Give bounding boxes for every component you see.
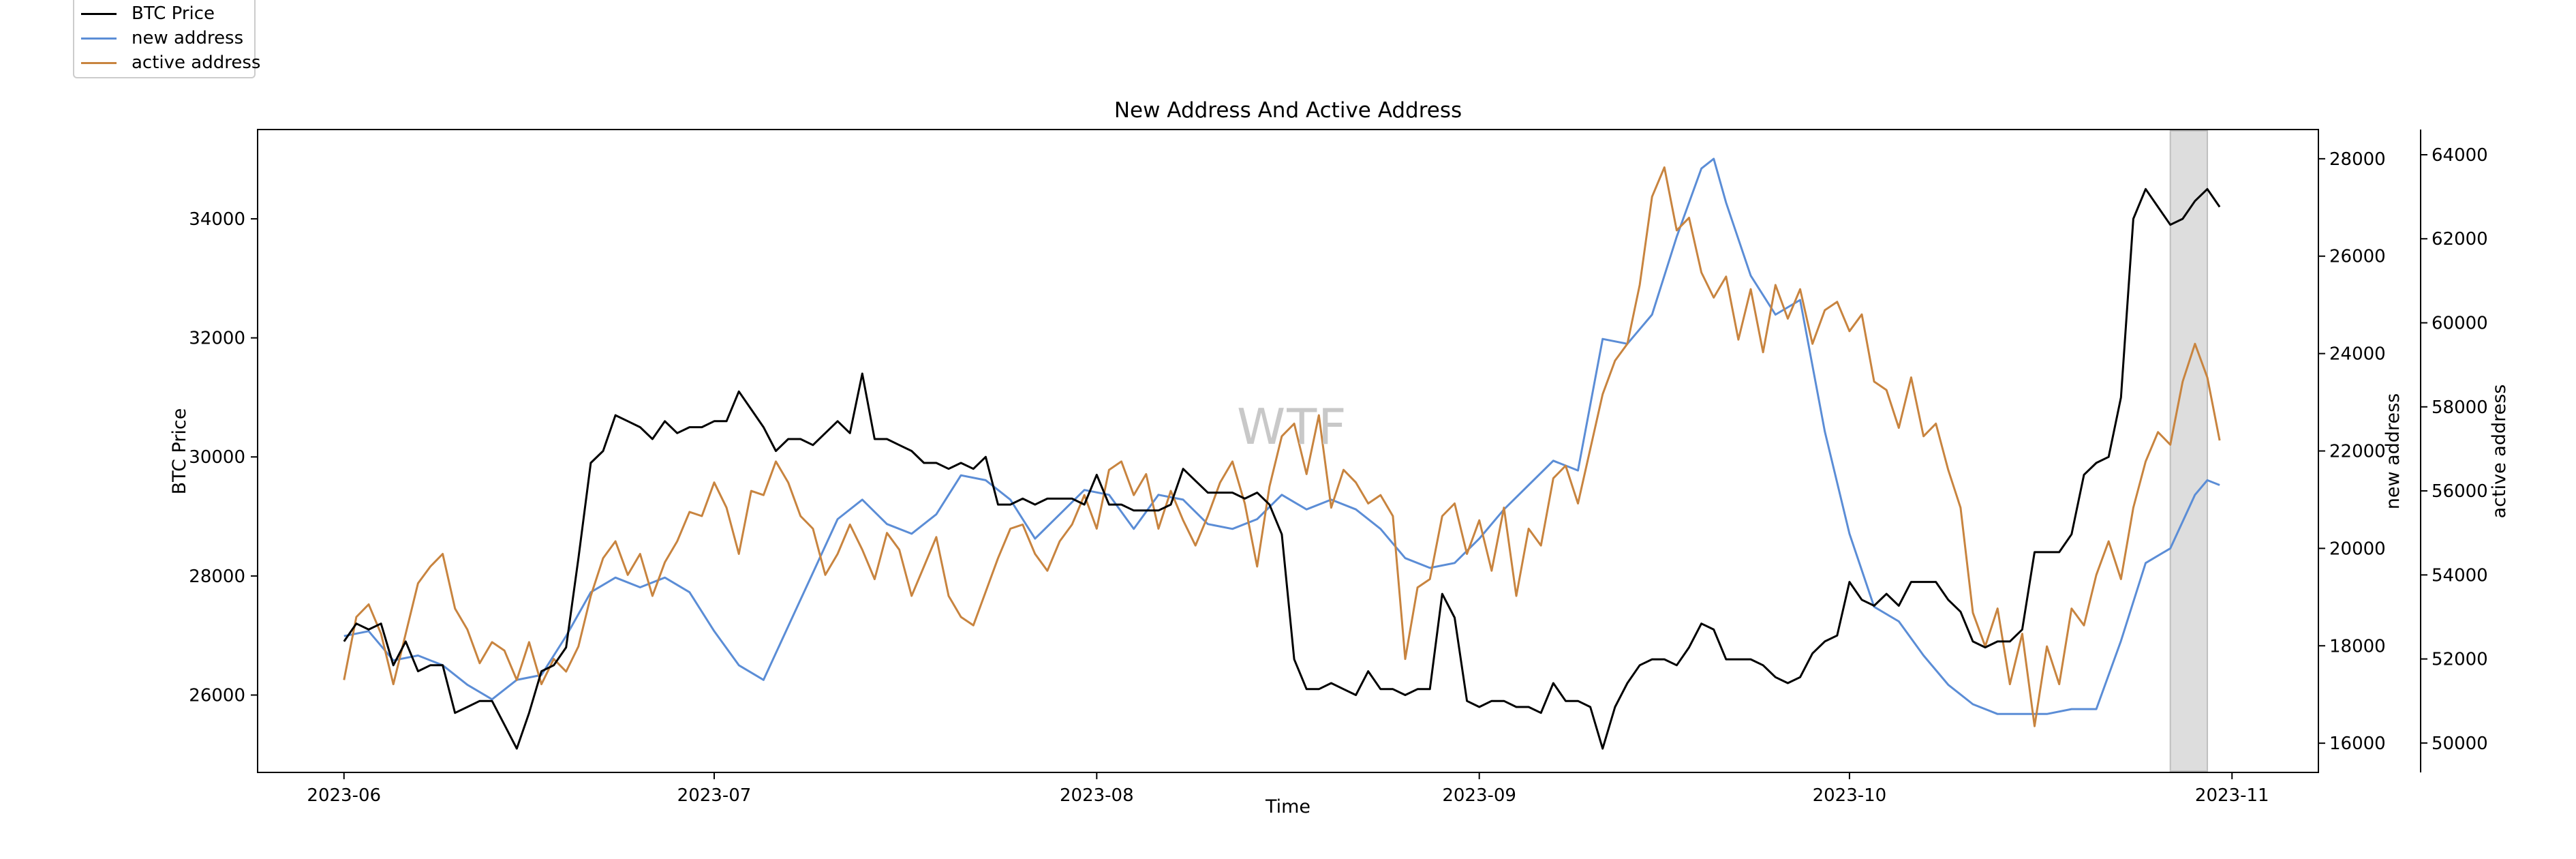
watermark: WTF	[1237, 398, 1348, 455]
y-right1-tick-label: 26000	[2329, 247, 2386, 267]
legend-label-btc-price: BTC Price	[132, 3, 215, 24]
y-right2-tick-label: 50000	[2432, 734, 2488, 754]
y-left-tick-label: 26000	[189, 685, 245, 706]
y-right1-tick-label: 20000	[2329, 539, 2386, 559]
y-right2-tick-label: 58000	[2432, 397, 2488, 418]
y-left-tick-label: 28000	[189, 567, 245, 587]
y-left-tick-label: 30000	[189, 447, 245, 468]
legend-swatch-btc-price	[81, 12, 117, 15]
ticks-layer: 2023-06 2023-07 2023-08 2023-09 2023-10 2023-…	[189, 145, 2488, 806]
y-right1-tick-label: 24000	[2329, 344, 2386, 365]
y-right2-tick-label: 54000	[2432, 565, 2488, 586]
y-right2-tick-label: 62000	[2432, 229, 2488, 250]
legend-item-new-address: new address	[81, 26, 243, 50]
y-right2-tick-label: 64000	[2432, 145, 2488, 166]
series-line-active-address	[343, 166, 2221, 727]
y-left-tick-label: 34000	[189, 209, 245, 230]
legend: BTC Price new address active address	[73, 0, 260, 78]
y-axis-label-left: BTC Price	[169, 408, 190, 495]
highlight-band	[2169, 130, 2209, 772]
legend-label-new-address: new address	[132, 28, 244, 48]
y-right1-tick-label: 28000	[2329, 149, 2386, 170]
x-axis-label: Time	[1265, 796, 1310, 817]
legend-item-active-address: active address	[81, 50, 260, 75]
x-tick-label: 2023-06	[307, 785, 381, 806]
y-right2-tick-label: 60000	[2432, 314, 2488, 334]
chart-title: New Address And Active Address	[1114, 98, 1462, 123]
y-left-tick-label: 32000	[189, 329, 245, 349]
series-line-new-address	[343, 157, 2220, 715]
x-tick-label: 2023-09	[1442, 785, 1516, 806]
y-right1-tick-label: 22000	[2329, 442, 2386, 462]
y-axis-label-right-1: new address	[2382, 393, 2404, 509]
x-tick-label: 2023-11	[2195, 785, 2269, 806]
y-right2-tick-label: 52000	[2432, 650, 2488, 670]
x-tick-label: 2023-10	[1813, 785, 1887, 806]
legend-swatch-active-address	[81, 61, 117, 64]
x-tick-label: 2023-07	[677, 785, 752, 806]
legend-label-active-address: active address	[132, 52, 261, 73]
series-layer	[343, 157, 2221, 750]
legend-swatch-new-address	[81, 37, 117, 40]
legend-item-btc-price: BTC Price	[81, 1, 215, 26]
series-line-btc-price	[343, 187, 2221, 750]
y-axis-label-right-2: active address	[2489, 385, 2510, 519]
x-tick-label: 2023-08	[1060, 785, 1134, 806]
y-right2-tick-label: 56000	[2432, 481, 2488, 502]
y-right1-tick-label: 18000	[2329, 636, 2386, 657]
y-right1-tick-label: 16000	[2329, 734, 2386, 754]
